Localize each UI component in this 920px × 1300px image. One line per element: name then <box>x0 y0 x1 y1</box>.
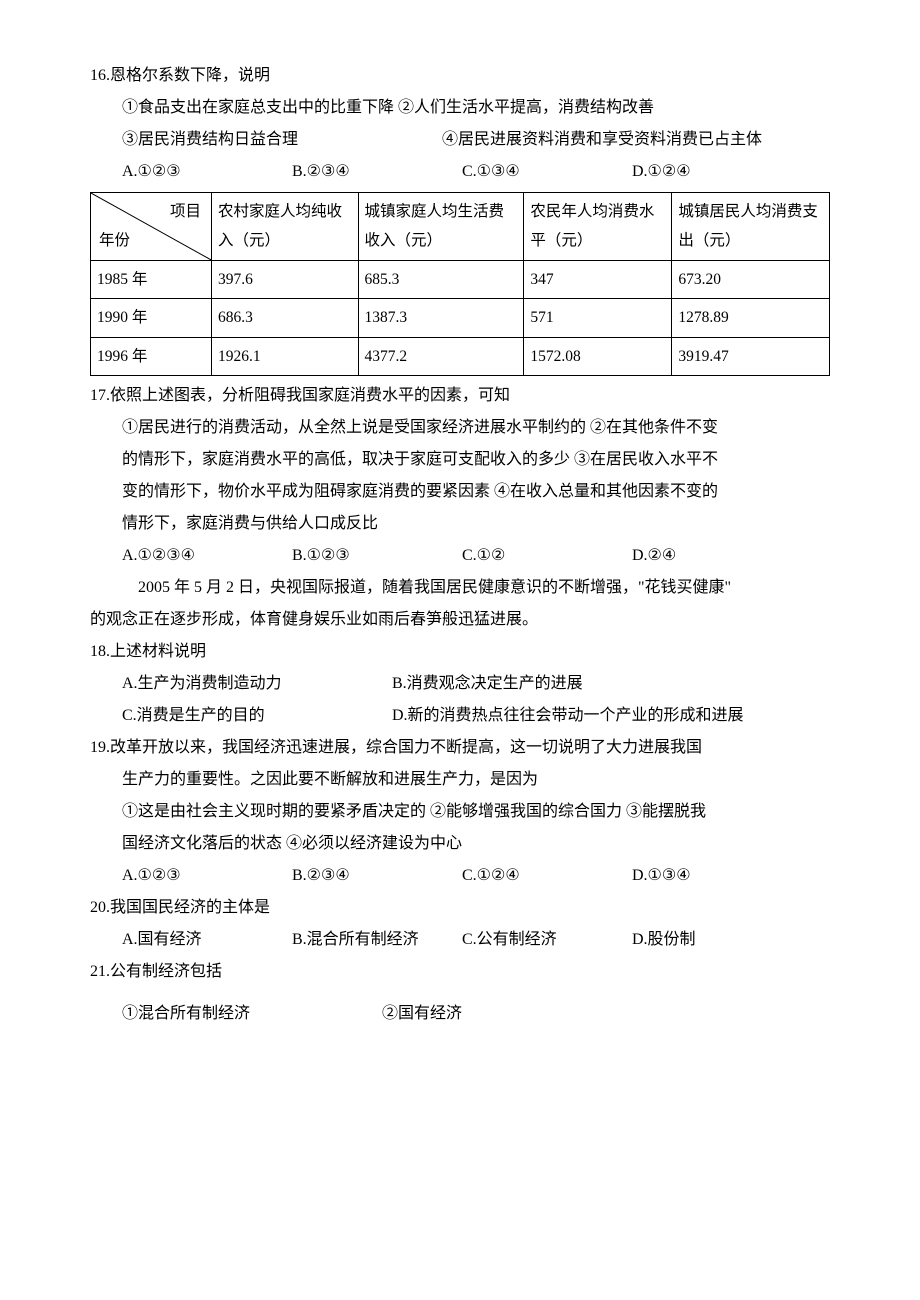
q19-stem: 19.改革开放以来，我国经济迅速进展，综合国力不断提高，这一切说明了大力进展我国 <box>90 732 830 764</box>
diag-header: 项目 年份 <box>91 193 212 261</box>
context-line-2: 的观念正在逐步形成，体育健身娱乐业如雨后春笋般迅猛进展。 <box>90 604 830 636</box>
q18-opt-a: A.生产为消费制造动力 <box>122 668 392 700</box>
q20-opt-a: A.国有经济 <box>122 924 292 956</box>
q18-opt-d: D.新的消费热点往往会带动一个产业的形成和进展 <box>392 700 744 732</box>
cell-year: 1985 年 <box>91 260 212 298</box>
cell: 397.6 <box>212 260 359 298</box>
diag-bottom-label: 年份 <box>99 226 130 255</box>
col-header-4: 城镇居民人均消费支出（元） <box>672 193 830 261</box>
cell: 571 <box>524 299 672 337</box>
q16-statement-2: ③居民消费结构日益合理 ④居民进展资料消费和享受资料消费已占主体 <box>90 124 830 156</box>
q16-s4: ④居民进展资料消费和享受资料消费已占主体 <box>442 124 762 156</box>
q19-body-2: 国经济文化落后的状态 ④必须以经济建设为中心 <box>90 828 830 860</box>
col-header-3: 农民年人均消费水平（元） <box>524 193 672 261</box>
q19-opt-b: B.②③④ <box>292 860 462 892</box>
q18-opt-b: B.消费观念决定生产的进展 <box>392 668 583 700</box>
q21-s2: ②国有经济 <box>382 998 642 1030</box>
q21-statements: ①混合所有制经济 ②国有经济 <box>90 998 830 1030</box>
q20-opt-c: C.公有制经济 <box>462 924 632 956</box>
q17-opt-a: A.①②③④ <box>122 540 292 572</box>
q19-opt-d: D.①③④ <box>632 860 802 892</box>
q17-opt-c: C.①② <box>462 540 632 572</box>
q16-opt-c: C.①③④ <box>462 156 632 188</box>
q16-statement-1: ①食品支出在家庭总支出中的比重下降 ②人们生活水平提高，消费结构改善 <box>90 92 830 124</box>
q17-body-4: 情形下，家庭消费与供给人口成反比 <box>90 508 830 540</box>
cell: 347 <box>524 260 672 298</box>
q16-opt-d: D.①②④ <box>632 156 802 188</box>
q19-options: A.①②③ B.②③④ C.①②④ D.①③④ <box>90 860 830 892</box>
table-row: 1996 年 1926.1 4377.2 1572.08 3919.47 <box>91 337 830 375</box>
data-table: 项目 年份 农村家庭人均纯收入（元） 城镇家庭人均生活费收入（元） 农民年人均消… <box>90 192 830 376</box>
q17-body-1: ①居民进行的消费活动，从全然上说是受国家经济进展水平制约的 ②在其他条件不变 <box>90 412 830 444</box>
col-header-2: 城镇家庭人均生活费收入（元） <box>358 193 524 261</box>
q20-options: A.国有经济 B.混合所有制经济 C.公有制经济 D.股份制 <box>90 924 830 956</box>
q16-s3: ③居民消费结构日益合理 <box>122 124 442 156</box>
q18-options: A.生产为消费制造动力 B.消费观念决定生产的进展 C.消费是生产的目的 D.新… <box>90 668 830 732</box>
q19-stem-2: 生产力的重要性。之因此要不断解放和进展生产力，是因为 <box>90 764 830 796</box>
q17-body-2: 的情形下，家庭消费水平的高低，取决于家庭可支配收入的多少 ③在居民收入水平不 <box>90 444 830 476</box>
q17-options: A.①②③④ B.①②③ C.①② D.②④ <box>90 540 830 572</box>
q17-opt-b: B.①②③ <box>292 540 462 572</box>
q18-opt-c: C.消费是生产的目的 <box>122 700 392 732</box>
q16-stem: 16.恩格尔系数下降，说明 <box>90 60 830 92</box>
cell: 685.3 <box>358 260 524 298</box>
cell: 686.3 <box>212 299 359 337</box>
cell: 1926.1 <box>212 337 359 375</box>
q20-opt-b: B.混合所有制经济 <box>292 924 462 956</box>
cell: 4377.2 <box>358 337 524 375</box>
q19-body-1: ①这是由社会主义现时期的要紧矛盾决定的 ②能够增强我国的综合国力 ③能摆脱我 <box>90 796 830 828</box>
q21-s1: ①混合所有制经济 <box>122 998 382 1030</box>
cell: 3919.47 <box>672 337 830 375</box>
table-header-row: 项目 年份 农村家庭人均纯收入（元） 城镇家庭人均生活费收入（元） 农民年人均消… <box>91 193 830 261</box>
q19-opt-a: A.①②③ <box>122 860 292 892</box>
q16-opt-b: B.②③④ <box>292 156 462 188</box>
q16-options: A.①②③ B.②③④ C.①③④ D.①②④ <box>90 156 830 188</box>
q19-opt-c: C.①②④ <box>462 860 632 892</box>
diag-top-label: 项目 <box>170 197 201 226</box>
cell-year: 1996 年 <box>91 337 212 375</box>
q16-opt-a: A.①②③ <box>122 156 292 188</box>
q20-opt-d: D.股份制 <box>632 924 802 956</box>
q17-body-3: 变的情形下，物价水平成为阻碍家庭消费的要紧因素 ④在收入总量和其他因素不变的 <box>90 476 830 508</box>
context-line-1: 2005 年 5 月 2 日，央视国际报道，随着我国居民健康意识的不断增强，"花… <box>90 572 830 604</box>
q21-stem: 21.公有制经济包括 <box>90 956 830 988</box>
q18-stem: 18.上述材料说明 <box>90 636 830 668</box>
table-row: 1985 年 397.6 685.3 347 673.20 <box>91 260 830 298</box>
q20-stem: 20.我国国民经济的主体是 <box>90 892 830 924</box>
q17-opt-d: D.②④ <box>632 540 802 572</box>
table-row: 1990 年 686.3 1387.3 571 1278.89 <box>91 299 830 337</box>
cell: 673.20 <box>672 260 830 298</box>
q17-stem: 17.依照上述图表，分析阻碍我国家庭消费水平的因素，可知 <box>90 380 830 412</box>
col-header-1: 农村家庭人均纯收入（元） <box>212 193 359 261</box>
cell: 1278.89 <box>672 299 830 337</box>
cell-year: 1990 年 <box>91 299 212 337</box>
cell: 1572.08 <box>524 337 672 375</box>
cell: 1387.3 <box>358 299 524 337</box>
